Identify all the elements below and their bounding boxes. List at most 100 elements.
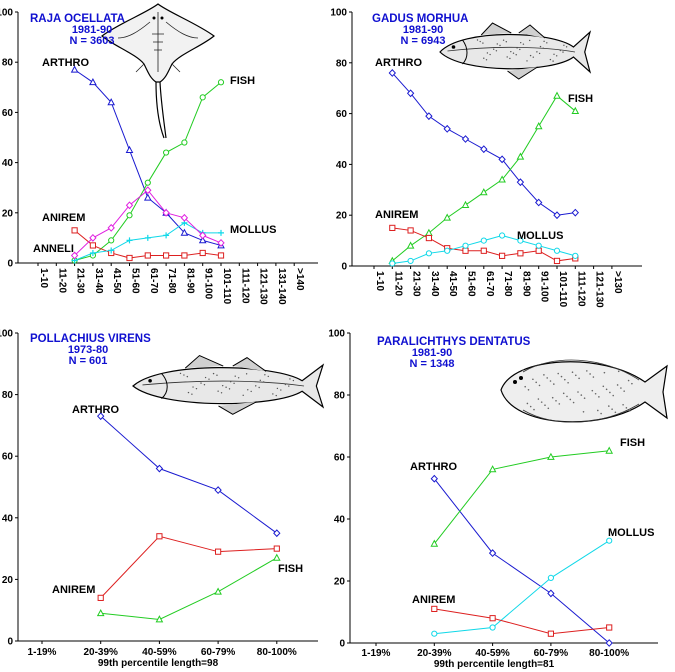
point-arthro (535, 198, 543, 207)
flounder-spot (616, 384, 619, 386)
cod-illustration-spot (532, 56, 534, 58)
point-fish (144, 179, 151, 186)
y-tick-label: 0 (7, 637, 13, 648)
flounder-spot (526, 402, 529, 405)
point-mollus (547, 574, 555, 582)
cod-illustration-spot (509, 57, 511, 60)
flounder-spot (549, 380, 552, 382)
cod-illustration-spot (529, 54, 532, 57)
pollock-illustration-spot (195, 387, 198, 390)
y-tick-label: 0 (341, 262, 347, 273)
point-anirem (126, 254, 133, 262)
y-tick-label: 40 (2, 158, 14, 169)
y-tick-label: 100 (0, 329, 13, 340)
flounder-spot (600, 412, 602, 415)
pollock-illustration-spot (212, 372, 215, 375)
chart-panel-2: 0 20 40 60 80 100 1-10 11-20 21-30 31-40 41-50 51-6… (330, 8, 642, 308)
skate-illustration (101, 3, 215, 139)
flounder-spot (609, 391, 611, 394)
cod-illustration-spot (539, 45, 542, 48)
y-tick-label: 80 (2, 390, 14, 401)
pollock-illustration-spot (204, 376, 207, 379)
point-arthro (547, 589, 555, 598)
point-fish (430, 539, 439, 547)
point-fish (547, 452, 555, 460)
cod-illustration-body (439, 30, 592, 74)
y-tick-label: 40 (336, 160, 348, 171)
skate-eye-left (152, 16, 156, 20)
cod-illustration-spot (543, 40, 545, 43)
point-arthro (107, 98, 116, 106)
flounder-spot (575, 374, 577, 377)
x-tick-label: 41-50 (111, 268, 122, 294)
flounder-spot (547, 407, 550, 410)
y-tick-label: 60 (336, 109, 348, 120)
cod-illustration-spot (519, 48, 521, 51)
pollock-illustration-spot (242, 394, 244, 397)
point-anirem (181, 252, 188, 259)
cod-illustration-eye (451, 45, 456, 49)
point-mollus (425, 250, 432, 257)
flounder-spot (589, 373, 591, 375)
point-mollus (535, 242, 542, 249)
x-tick-label: 91-100 (203, 268, 214, 300)
point-mollus (462, 242, 469, 249)
x-tick-label: 20-39% (417, 648, 452, 659)
point-arthro (425, 112, 433, 121)
point-mollus (480, 237, 487, 244)
point-anneli (107, 223, 115, 232)
x-tick-label: 20-39% (83, 647, 118, 658)
point-mollus (108, 247, 115, 254)
pollock-illustration-spot (192, 386, 194, 388)
x-tick-label: 1-19% (28, 647, 57, 658)
pollock-illustration-spot (267, 375, 269, 378)
series-line-fish (74, 81, 222, 261)
point-mollus (89, 249, 96, 256)
x-tick-label: 31-40 (93, 268, 104, 294)
point-arthro (406, 89, 415, 98)
flounder-spot (569, 398, 572, 401)
flounder-fin-lines (522, 359, 640, 423)
x-tick-label: 11-20 (392, 271, 403, 296)
point-anirem (89, 242, 97, 249)
flounder-spot (538, 384, 541, 387)
point-arthro (388, 69, 396, 77)
cod-illustration-spot (502, 39, 505, 41)
point-anneli (144, 186, 152, 195)
point-anirem (431, 605, 438, 612)
pollock-illustration-spot (200, 382, 202, 384)
pollock-illustration-spot (229, 381, 232, 383)
flounder-spot (597, 409, 599, 412)
y-tick-label: 100 (0, 8, 13, 19)
series-label-fish: FISH (620, 437, 645, 449)
flounder-spot (603, 371, 606, 374)
x-tick-label: 111-120 (575, 271, 586, 307)
flounder-spot (566, 395, 568, 398)
series-label-arthro: ARTHRO (410, 461, 457, 473)
flounder-eye (513, 380, 517, 384)
cod-illustration-spot (479, 40, 481, 43)
point-anneli (162, 208, 170, 217)
flounder-spot (555, 400, 557, 402)
pollock-illustration-spot (280, 389, 282, 391)
cod-illustration-spot (538, 52, 541, 55)
flounder-spot (611, 408, 613, 410)
series-label-arthro: ARTHRO (72, 404, 119, 416)
series-line-arthro (74, 69, 222, 246)
point-anirem (163, 252, 170, 259)
pollock-illustration-spot (292, 379, 295, 382)
point-arthro (498, 155, 506, 164)
point-anirem (217, 252, 225, 259)
cod-illustration-spot (486, 52, 489, 54)
flounder-spot (625, 407, 628, 409)
series-line-fish (433, 450, 610, 545)
point-anirem (553, 257, 561, 265)
point-fish (571, 106, 580, 114)
pollock-illustration-spot (225, 386, 227, 388)
point-anirem (407, 227, 414, 234)
point-fish (553, 91, 561, 99)
x-tick-label: 121-130 (258, 268, 269, 305)
cod-illustration-spot (522, 43, 525, 45)
series-line-mollus (434, 540, 610, 635)
